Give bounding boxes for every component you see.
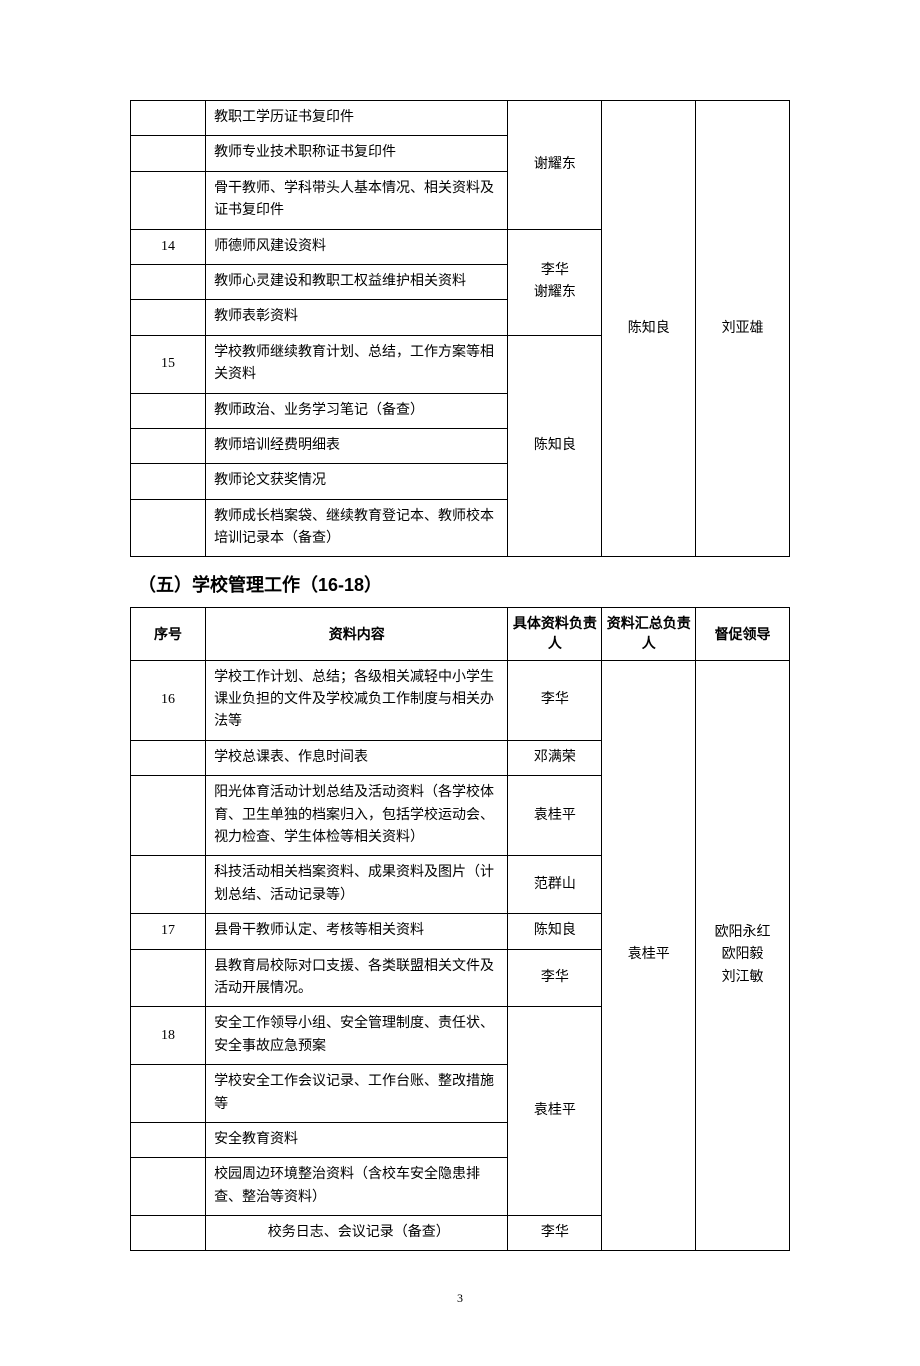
cell-content: 骨干教师、学科带头人基本情况、相关资料及证书复印件 bbox=[206, 171, 508, 229]
cell-seq bbox=[131, 499, 206, 557]
cell-content: 教师心灵建设和教职工权益维护相关资料 bbox=[206, 264, 508, 299]
cell-responsible: 李华 bbox=[508, 949, 602, 1007]
cell-content: 教师论文获奖情况 bbox=[206, 464, 508, 499]
cell-summary-person: 陈知良 bbox=[602, 101, 696, 557]
cell-responsible: 陈知良 bbox=[508, 914, 602, 949]
cell-seq: 15 bbox=[131, 335, 206, 393]
cell-content: 安全教育资料 bbox=[206, 1122, 508, 1157]
header-supervisor: 督促领导 bbox=[696, 608, 790, 660]
cell-responsible: 范群山 bbox=[508, 856, 602, 914]
cell-content: 阳光体育活动计划总结及活动资料（各学校体育、卫生单独的档案归入，包括学校运动会、… bbox=[206, 776, 508, 856]
cell-content: 教职工学历证书复印件 bbox=[206, 101, 508, 136]
cell-seq bbox=[131, 464, 206, 499]
cell-content: 教师成长档案袋、继续教育登记本、教师校本培训记录本（备查） bbox=[206, 499, 508, 557]
cell-responsible: 李华 bbox=[508, 660, 602, 740]
cell-responsible: 谢耀东 bbox=[508, 101, 602, 230]
cell-seq bbox=[131, 136, 206, 171]
cell-content: 学校工作计划、总结；各级相关减轻中小学生课业负担的文件及学校减负工作制度与相关办… bbox=[206, 660, 508, 740]
cell-content: 学校总课表、作息时间表 bbox=[206, 740, 508, 775]
header-summary: 资料汇总负责人 bbox=[602, 608, 696, 660]
cell-responsible: 李华 bbox=[508, 1216, 602, 1251]
cell-responsible: 李华 谢耀东 bbox=[508, 229, 602, 335]
table-header-row: 序号 资料内容 具体资料负责人 资料汇总负责人 督促领导 bbox=[131, 608, 790, 660]
cell-content: 学校安全工作会议记录、工作台账、整改措施等 bbox=[206, 1065, 508, 1123]
table-teacher-materials: 教职工学历证书复印件 谢耀东 陈知良 刘亚雄 教师专业技术职称证书复印件 骨干教… bbox=[130, 100, 790, 557]
cell-content: 县教育局校际对口支援、各类联盟相关文件及活动开展情况。 bbox=[206, 949, 508, 1007]
cell-seq bbox=[131, 776, 206, 856]
cell-responsible: 陈知良 bbox=[508, 335, 602, 557]
cell-content: 科技活动相关档案资料、成果资料及图片（计划总结、活动记录等） bbox=[206, 856, 508, 914]
cell-seq bbox=[131, 1122, 206, 1157]
cell-seq bbox=[131, 740, 206, 775]
cell-seq bbox=[131, 1158, 206, 1216]
cell-seq bbox=[131, 300, 206, 335]
cell-content: 安全工作领导小组、安全管理制度、责任状、安全事故应急预案 bbox=[206, 1007, 508, 1065]
header-responsible: 具体资料负责人 bbox=[508, 608, 602, 660]
cell-content: 学校教师继续教育计划、总结，工作方案等相关资料 bbox=[206, 335, 508, 393]
cell-seq bbox=[131, 428, 206, 463]
cell-seq: 14 bbox=[131, 229, 206, 264]
cell-content: 教师培训经费明细表 bbox=[206, 428, 508, 463]
table-school-management: 序号 资料内容 具体资料负责人 资料汇总负责人 督促领导 16学校工作计划、总结… bbox=[130, 607, 790, 1251]
cell-content: 师德师风建设资料 bbox=[206, 229, 508, 264]
section-heading: （五）学校管理工作（16-18） bbox=[138, 571, 790, 597]
cell-seq bbox=[131, 949, 206, 1007]
cell-responsible: 袁桂平 bbox=[508, 1007, 602, 1216]
cell-content: 校务日志、会议记录（备查） bbox=[206, 1216, 508, 1251]
cell-seq bbox=[131, 393, 206, 428]
header-seq: 序号 bbox=[131, 608, 206, 660]
header-content: 资料内容 bbox=[206, 608, 508, 660]
cell-responsible: 袁桂平 bbox=[508, 776, 602, 856]
cell-content: 教师专业技术职称证书复印件 bbox=[206, 136, 508, 171]
cell-seq bbox=[131, 1216, 206, 1251]
cell-supervisor: 刘亚雄 bbox=[696, 101, 790, 557]
cell-seq bbox=[131, 856, 206, 914]
cell-seq: 18 bbox=[131, 1007, 206, 1065]
cell-supervisor: 欧阳永红 欧阳毅 刘江敏 bbox=[696, 660, 790, 1251]
cell-responsible: 邓满荣 bbox=[508, 740, 602, 775]
cell-seq: 17 bbox=[131, 914, 206, 949]
cell-content: 校园周边环境整治资料（含校车安全隐患排查、整治等资料） bbox=[206, 1158, 508, 1216]
cell-content: 教师政治、业务学习笔记（备查） bbox=[206, 393, 508, 428]
cell-seq bbox=[131, 101, 206, 136]
cell-seq: 16 bbox=[131, 660, 206, 740]
cell-seq bbox=[131, 1065, 206, 1123]
table-row: 教职工学历证书复印件 谢耀东 陈知良 刘亚雄 bbox=[131, 101, 790, 136]
cell-content: 县骨干教师认定、考核等相关资料 bbox=[206, 914, 508, 949]
table-row: 16学校工作计划、总结；各级相关减轻中小学生课业负担的文件及学校减负工作制度与相… bbox=[131, 660, 790, 740]
page-number: 3 bbox=[130, 1291, 790, 1306]
cell-seq bbox=[131, 264, 206, 299]
cell-content: 教师表彰资料 bbox=[206, 300, 508, 335]
cell-seq bbox=[131, 171, 206, 229]
cell-summary-person: 袁桂平 bbox=[602, 660, 696, 1251]
